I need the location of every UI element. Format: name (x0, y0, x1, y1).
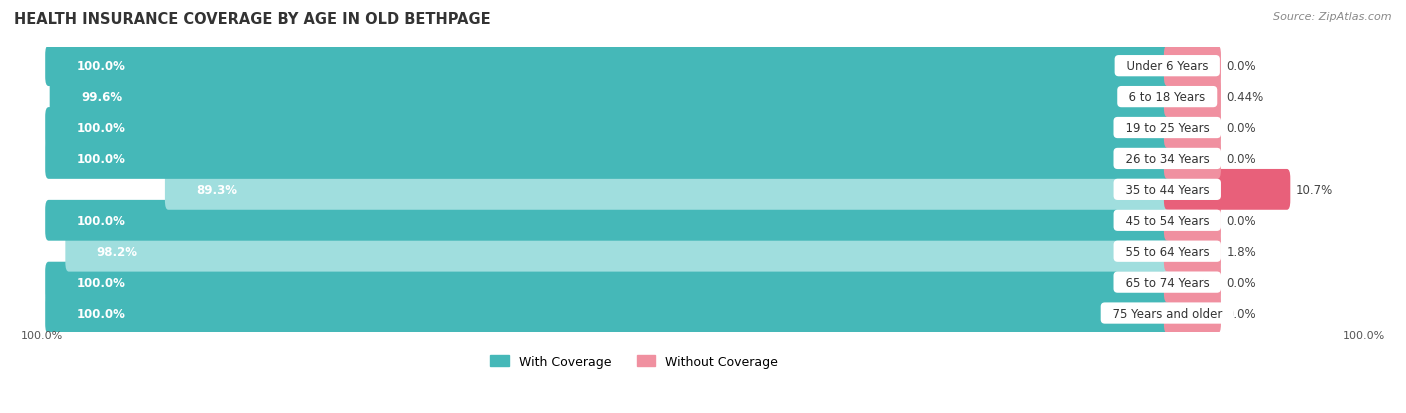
Text: 100.0%: 100.0% (76, 152, 125, 166)
FancyBboxPatch shape (17, 112, 1389, 145)
Text: 0.0%: 0.0% (1226, 122, 1256, 135)
Text: 1.8%: 1.8% (1226, 245, 1257, 258)
FancyBboxPatch shape (1164, 293, 1220, 334)
FancyBboxPatch shape (45, 108, 1171, 149)
Text: 89.3%: 89.3% (197, 183, 238, 196)
Text: 75 Years and older: 75 Years and older (1105, 307, 1230, 320)
Text: 100.0%: 100.0% (76, 60, 125, 73)
Text: 45 to 54 Years: 45 to 54 Years (1118, 214, 1216, 227)
Text: 10.7%: 10.7% (1296, 183, 1333, 196)
Text: 100.0%: 100.0% (76, 276, 125, 289)
Text: 0.0%: 0.0% (1226, 214, 1256, 227)
Text: 99.6%: 99.6% (82, 91, 122, 104)
Text: 100.0%: 100.0% (76, 307, 125, 320)
Text: 65 to 74 Years: 65 to 74 Years (1118, 276, 1216, 289)
FancyBboxPatch shape (45, 200, 1171, 241)
FancyBboxPatch shape (1164, 170, 1291, 210)
FancyBboxPatch shape (17, 235, 1389, 268)
FancyBboxPatch shape (17, 297, 1389, 330)
FancyBboxPatch shape (45, 262, 1171, 303)
FancyBboxPatch shape (17, 142, 1389, 176)
Text: 100.0%: 100.0% (1343, 330, 1385, 340)
Text: Source: ZipAtlas.com: Source: ZipAtlas.com (1274, 12, 1392, 22)
FancyBboxPatch shape (17, 266, 1389, 299)
Text: 55 to 64 Years: 55 to 64 Years (1118, 245, 1216, 258)
FancyBboxPatch shape (49, 77, 1171, 118)
FancyBboxPatch shape (45, 46, 1171, 87)
Text: 100.0%: 100.0% (76, 122, 125, 135)
FancyBboxPatch shape (65, 231, 1171, 272)
Text: 100.0%: 100.0% (76, 214, 125, 227)
FancyBboxPatch shape (17, 81, 1389, 114)
FancyBboxPatch shape (1164, 139, 1220, 179)
FancyBboxPatch shape (1164, 262, 1220, 303)
FancyBboxPatch shape (17, 50, 1389, 83)
FancyBboxPatch shape (45, 293, 1171, 334)
Text: 19 to 25 Years: 19 to 25 Years (1118, 122, 1216, 135)
FancyBboxPatch shape (1164, 46, 1220, 87)
Text: 100.0%: 100.0% (21, 330, 63, 340)
FancyBboxPatch shape (165, 170, 1171, 210)
Text: 0.44%: 0.44% (1226, 91, 1264, 104)
Legend: With Coverage, Without Coverage: With Coverage, Without Coverage (491, 355, 778, 368)
Text: 0.0%: 0.0% (1226, 307, 1256, 320)
Text: 0.0%: 0.0% (1226, 276, 1256, 289)
FancyBboxPatch shape (1164, 77, 1220, 118)
Text: 35 to 44 Years: 35 to 44 Years (1118, 183, 1216, 196)
FancyBboxPatch shape (1164, 108, 1220, 149)
Text: Under 6 Years: Under 6 Years (1119, 60, 1216, 73)
FancyBboxPatch shape (1164, 231, 1220, 272)
Text: 0.0%: 0.0% (1226, 152, 1256, 166)
FancyBboxPatch shape (45, 139, 1171, 179)
Text: 6 to 18 Years: 6 to 18 Years (1122, 91, 1213, 104)
Text: 0.0%: 0.0% (1226, 60, 1256, 73)
Text: 26 to 34 Years: 26 to 34 Years (1118, 152, 1216, 166)
FancyBboxPatch shape (17, 204, 1389, 237)
Text: 98.2%: 98.2% (97, 245, 138, 258)
FancyBboxPatch shape (1164, 200, 1220, 241)
Text: HEALTH INSURANCE COVERAGE BY AGE IN OLD BETHPAGE: HEALTH INSURANCE COVERAGE BY AGE IN OLD … (14, 12, 491, 27)
FancyBboxPatch shape (17, 173, 1389, 206)
